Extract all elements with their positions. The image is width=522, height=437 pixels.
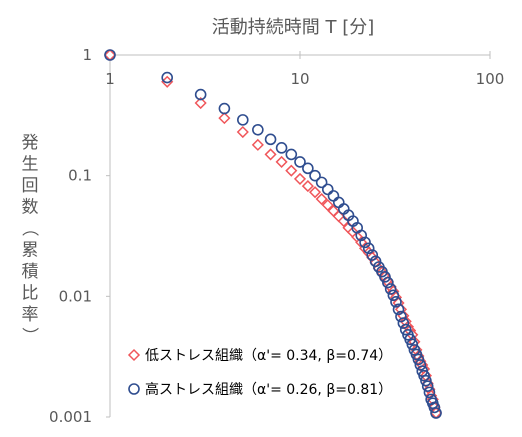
data-point-low-stress bbox=[275, 155, 288, 168]
chart-title: 活動持続時間 T [分] bbox=[212, 17, 374, 38]
data-point-high-stress bbox=[428, 401, 441, 414]
data-point-high-stress bbox=[161, 71, 173, 84]
data-point-high-stress bbox=[369, 255, 382, 268]
data-point-low-stress bbox=[218, 112, 231, 125]
data-point-high-stress bbox=[332, 196, 345, 209]
series-layer bbox=[103, 48, 443, 420]
data-point-high-stress bbox=[362, 242, 375, 255]
y-axis-label-char: ） bbox=[19, 327, 39, 344]
y-tick-label: 0.1 bbox=[68, 167, 92, 185]
data-point-high-stress bbox=[379, 271, 391, 283]
data-point-high-stress bbox=[327, 190, 340, 202]
data-point-high-stress bbox=[387, 289, 400, 302]
y-axis-label-char: 発 bbox=[22, 133, 39, 153]
data-point-low-stress bbox=[264, 148, 277, 161]
data-point-high-stress bbox=[418, 369, 430, 382]
data-point-low-stress bbox=[285, 164, 298, 177]
data-point-high-stress bbox=[399, 323, 412, 336]
data-point-low-stress bbox=[315, 192, 328, 206]
data-point-high-stress bbox=[410, 348, 423, 361]
data-point-low-stress bbox=[251, 138, 264, 151]
data-point-high-stress bbox=[430, 407, 442, 419]
data-point-high-stress bbox=[104, 49, 116, 61]
data-point-high-stress bbox=[397, 317, 410, 329]
data-point-low-stress bbox=[321, 199, 334, 212]
y-axis-label-char: 累 bbox=[22, 241, 39, 261]
data-point-high-stress bbox=[237, 114, 249, 126]
data-point-high-stress bbox=[366, 249, 379, 261]
legend: 低ストレス組織（α'= 0.34, β=0.74） 高ストレス組織（α'= 0.2… bbox=[127, 348, 392, 398]
y-axis-label-char: 率 bbox=[22, 305, 39, 325]
data-point-high-stress bbox=[420, 374, 432, 387]
data-point-low-stress bbox=[161, 75, 174, 88]
data-point-low-stress bbox=[293, 172, 307, 185]
data-point-high-stress bbox=[395, 310, 407, 323]
data-point-high-stress bbox=[252, 123, 264, 136]
y-tick-label: 0.01 bbox=[59, 287, 92, 305]
data-point-low-stress bbox=[194, 96, 207, 110]
x-tick-label: 100 bbox=[476, 70, 505, 88]
data-point-high-stress bbox=[423, 386, 436, 399]
data-point-high-stress bbox=[294, 156, 306, 168]
data-point-high-stress bbox=[309, 169, 321, 182]
x-tick-label: 10 bbox=[290, 70, 309, 88]
legend-marker-low-stress bbox=[127, 348, 141, 362]
data-point-low-stress bbox=[301, 180, 314, 193]
y-tick-label: 1 bbox=[82, 46, 92, 64]
y-axis-label-char: 回 bbox=[22, 176, 39, 196]
legend-marker-high-stress bbox=[128, 383, 140, 395]
data-point-high-stress bbox=[382, 276, 394, 289]
y-axis-label-char: 数 bbox=[22, 198, 39, 218]
legend-label-high-stress: 高ストレス組織（α'= 0.26, β=0.81） bbox=[145, 381, 392, 398]
y-axis-label-char: （ bbox=[19, 220, 39, 237]
y-axis-label-char: 積 bbox=[22, 262, 39, 282]
data-point-high-stress bbox=[412, 353, 425, 366]
data-point-high-stress bbox=[421, 380, 434, 392]
data-point-high-stress bbox=[359, 236, 371, 249]
y-axis-label-char: 生 bbox=[22, 155, 39, 175]
data-point-high-stress bbox=[218, 102, 231, 115]
data-point-high-stress bbox=[384, 283, 397, 295]
data-point-high-stress bbox=[275, 142, 288, 154]
data-point-high-stress bbox=[390, 296, 402, 308]
axes: 1 10 100 1 0.1 0.01 0.001 bbox=[49, 46, 504, 426]
data-point-high-stress bbox=[414, 359, 427, 371]
legend-label-low-stress: 低ストレス組織（α'= 0.34, β=0.74） bbox=[145, 348, 392, 364]
data-point-high-stress bbox=[302, 162, 314, 175]
y-tick-label: 0.001 bbox=[49, 408, 92, 426]
data-point-high-stress bbox=[285, 148, 298, 161]
data-point-high-stress bbox=[321, 183, 334, 196]
data-point-low-stress bbox=[236, 125, 249, 139]
data-point-high-stress bbox=[315, 176, 328, 189]
y-axis-label-char: 比 bbox=[22, 284, 39, 304]
data-point-high-stress bbox=[406, 338, 419, 351]
data-point-high-stress bbox=[194, 88, 207, 101]
data-point-high-stress bbox=[264, 133, 277, 146]
x-tick-label: 1 bbox=[105, 70, 115, 88]
data-point-low-stress bbox=[308, 186, 322, 199]
data-point-high-stress bbox=[392, 303, 405, 316]
series-high-stress bbox=[104, 49, 442, 419]
